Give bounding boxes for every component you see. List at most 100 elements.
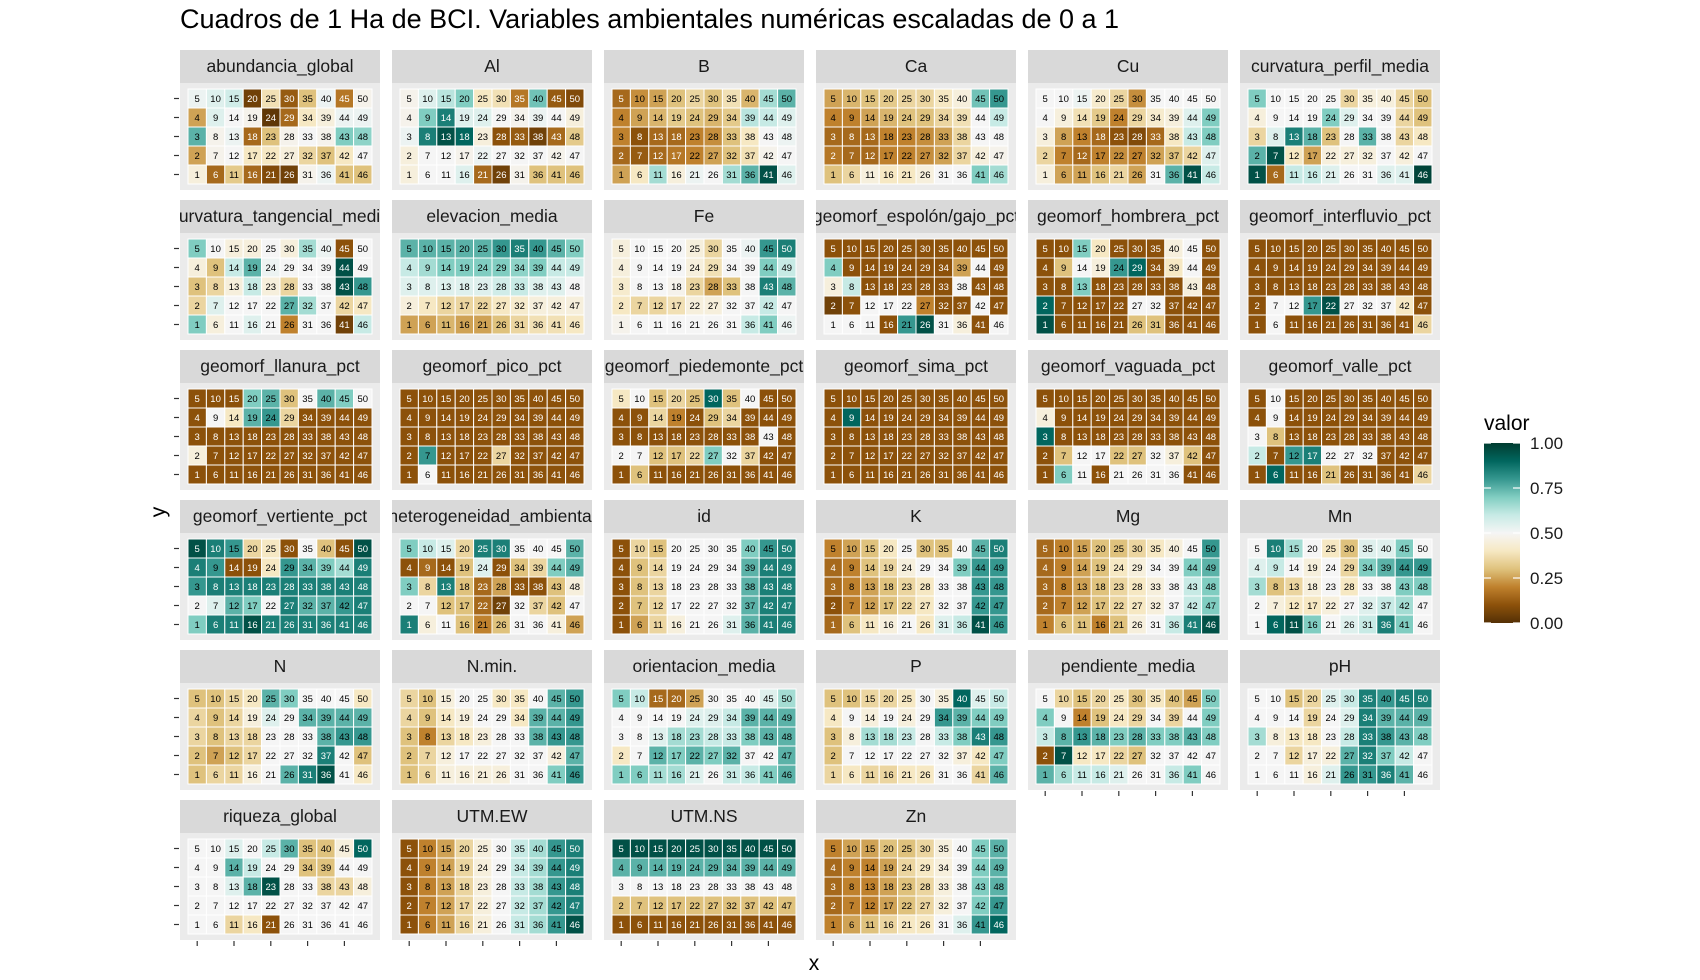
facet-strip-label: geomorf_espolón/gajo_pct bbox=[813, 206, 1019, 227]
cell-label: 24 bbox=[478, 713, 489, 724]
cell-label: 32 bbox=[302, 751, 313, 762]
cell-label: 39 bbox=[957, 263, 968, 274]
facet-strip-label: geomorf_vaguada_pct bbox=[1041, 356, 1215, 377]
cell-label: 2 bbox=[619, 901, 624, 912]
cell-label: 26 bbox=[1344, 470, 1355, 481]
cell-label: 28 bbox=[920, 432, 931, 443]
cell-label: 9 bbox=[849, 563, 854, 574]
cell-label: 37 bbox=[745, 151, 756, 162]
cell-label: 13 bbox=[229, 432, 240, 443]
cell-label: 26 bbox=[284, 620, 295, 631]
cell-label: 44 bbox=[551, 413, 562, 424]
facet-panel: id5 10 15 20 25 30 35 40 45 504 9 14 19 24 29 34 39 44 493… bbox=[604, 500, 804, 640]
cell-label: 13 bbox=[229, 882, 240, 893]
cell-label: 31 bbox=[1362, 320, 1373, 331]
y-axis-title: y bbox=[147, 506, 170, 517]
cell-label: 6 bbox=[1273, 470, 1278, 481]
cell-label: 5 bbox=[1255, 94, 1260, 105]
cell-label: 34 bbox=[302, 113, 313, 124]
cell-label: 13 bbox=[229, 282, 240, 293]
cell-label: 43 bbox=[1399, 432, 1410, 443]
cell-label: 17 bbox=[671, 751, 682, 762]
cell-label: 2 bbox=[619, 451, 624, 462]
cell-label: 13 bbox=[441, 132, 452, 143]
cell-label: 48 bbox=[570, 132, 581, 143]
facet-strip-label: geomorf_vertiente_pct bbox=[193, 506, 367, 527]
cell-label: 48 bbox=[1206, 132, 1217, 143]
cell-label: 16 bbox=[247, 620, 258, 631]
cell-label: 46 bbox=[358, 770, 369, 781]
cell-label: 8 bbox=[1273, 732, 1278, 743]
cell-label: 8 bbox=[849, 582, 854, 593]
cell-label: 6 bbox=[213, 770, 218, 781]
cell-label: 13 bbox=[653, 432, 664, 443]
cell-label: 26 bbox=[1344, 620, 1355, 631]
cell-label: 26 bbox=[1132, 770, 1143, 781]
cell-label: 13 bbox=[1077, 732, 1088, 743]
cell-label: 35 bbox=[1362, 544, 1373, 555]
cell-label: 18 bbox=[1095, 732, 1106, 743]
cell-label: 5 bbox=[1255, 694, 1260, 705]
cell-label: 46 bbox=[358, 620, 369, 631]
cell-label: 7 bbox=[1273, 451, 1278, 462]
cell-label: 1 bbox=[1255, 170, 1260, 181]
cell-label: 4 bbox=[619, 113, 624, 124]
cell-label: 5 bbox=[1255, 244, 1260, 255]
cell-label: 26 bbox=[496, 170, 507, 181]
cell-label: 21 bbox=[690, 170, 701, 181]
cell-label: 31 bbox=[938, 170, 949, 181]
cell-label: 39 bbox=[745, 863, 756, 874]
cell-label: 14 bbox=[1289, 413, 1300, 424]
cell-label: 21 bbox=[902, 170, 913, 181]
cell-label: 8 bbox=[637, 132, 642, 143]
cell-label: 44 bbox=[975, 263, 986, 274]
cell-label: 13 bbox=[441, 732, 452, 743]
cell-label: 34 bbox=[726, 863, 737, 874]
cell-label: 43 bbox=[1399, 732, 1410, 743]
cell-label: 25 bbox=[266, 94, 277, 105]
cell-label: 36 bbox=[745, 620, 756, 631]
cell-label: 25 bbox=[266, 244, 277, 255]
cell-label: 46 bbox=[994, 920, 1005, 931]
facet-panel: K5 10 15 20 25 30 35 40 45 504 9 14 19 24 29 34 39 44 493 8… bbox=[816, 500, 1016, 640]
cell-label: 8 bbox=[637, 582, 642, 593]
cell-label: 19 bbox=[1095, 563, 1106, 574]
cell-label: 38 bbox=[1169, 282, 1180, 293]
cell-label: 30 bbox=[1344, 94, 1355, 105]
cell-label: 43 bbox=[1187, 732, 1198, 743]
cell-label: 30 bbox=[708, 544, 719, 555]
cell-label: 15 bbox=[441, 94, 452, 105]
cell-label: 45 bbox=[975, 394, 986, 405]
cell-label: 40 bbox=[1381, 244, 1392, 255]
cell-label: 5 bbox=[619, 844, 624, 855]
cell-label: 32 bbox=[1362, 301, 1373, 312]
cell-label: 48 bbox=[570, 582, 581, 593]
cell-label: 13 bbox=[1289, 432, 1300, 443]
cell-label: 39 bbox=[1381, 113, 1392, 124]
cell-label: 42 bbox=[763, 901, 774, 912]
cell-label: 14 bbox=[865, 413, 876, 424]
cell-label: 12 bbox=[1289, 151, 1300, 162]
cell-label: 3 bbox=[831, 282, 836, 293]
cell-label: 9 bbox=[1061, 263, 1066, 274]
cell-label: 14 bbox=[441, 863, 452, 874]
cell-label: 10 bbox=[634, 94, 645, 105]
cell-label: 40 bbox=[1169, 244, 1180, 255]
cell-label: 38 bbox=[533, 282, 544, 293]
cell-label: 3 bbox=[195, 732, 200, 743]
facet-strip-label: N bbox=[274, 656, 287, 676]
cell-label: 29 bbox=[708, 863, 719, 874]
cell-label: 14 bbox=[1077, 713, 1088, 724]
cell-label: 12 bbox=[1077, 451, 1088, 462]
cell-label: 37 bbox=[533, 601, 544, 612]
cell-label: 8 bbox=[849, 132, 854, 143]
cell-label: 50 bbox=[782, 94, 793, 105]
cell-label: 10 bbox=[210, 244, 221, 255]
cell-label: 31 bbox=[938, 470, 949, 481]
cell-label: 47 bbox=[782, 301, 793, 312]
cell-label: 40 bbox=[1381, 394, 1392, 405]
cell-label: 4 bbox=[1043, 413, 1048, 424]
cell-label: 37 bbox=[745, 751, 756, 762]
cell-label: 36 bbox=[533, 770, 544, 781]
